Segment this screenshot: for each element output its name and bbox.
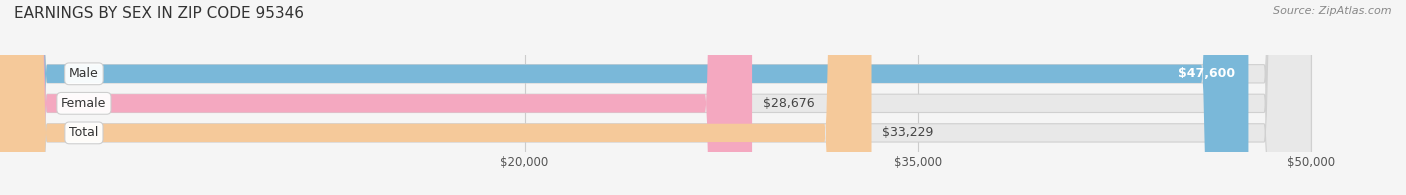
- FancyBboxPatch shape: [0, 0, 1249, 195]
- Text: Female: Female: [62, 97, 107, 110]
- FancyBboxPatch shape: [0, 0, 1312, 195]
- Text: $33,229: $33,229: [882, 126, 934, 139]
- Text: $47,600: $47,600: [1178, 67, 1236, 80]
- Text: Male: Male: [69, 67, 98, 80]
- FancyBboxPatch shape: [0, 0, 872, 195]
- Text: Total: Total: [69, 126, 98, 139]
- Text: Source: ZipAtlas.com: Source: ZipAtlas.com: [1274, 6, 1392, 16]
- FancyBboxPatch shape: [0, 0, 752, 195]
- FancyBboxPatch shape: [0, 0, 1312, 195]
- FancyBboxPatch shape: [0, 0, 1312, 195]
- Text: $28,676: $28,676: [762, 97, 814, 110]
- Text: EARNINGS BY SEX IN ZIP CODE 95346: EARNINGS BY SEX IN ZIP CODE 95346: [14, 6, 304, 21]
